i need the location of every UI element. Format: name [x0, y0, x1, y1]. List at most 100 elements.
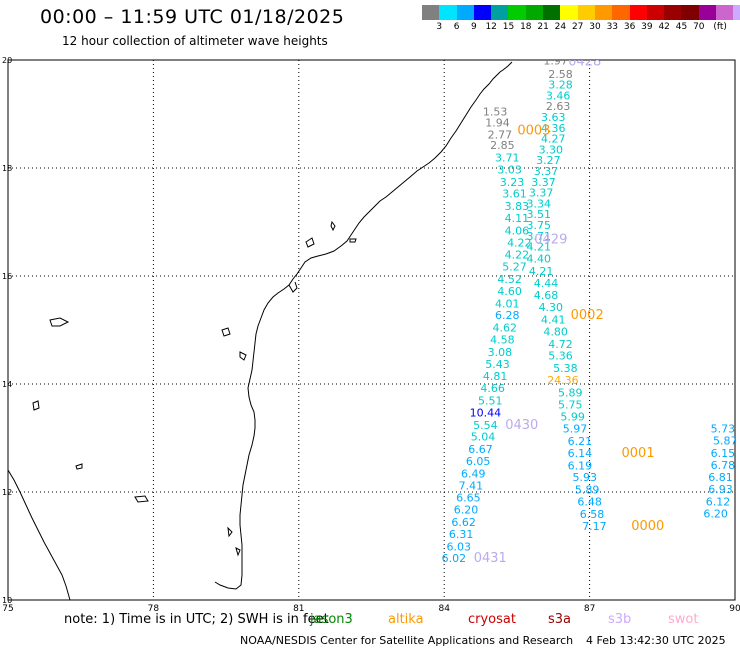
wave-height-value: 2.85 [490, 139, 515, 152]
wave-height-value: 5.36 [548, 350, 573, 363]
pass-time-label: 0001 [622, 446, 655, 461]
wave-height-value: 4.30 [539, 301, 564, 314]
pass-time-label: 0430 [505, 418, 538, 433]
island-11 [235, 547, 241, 557]
wave-height-value: 6.20 [454, 504, 479, 517]
island-1 [330, 220, 336, 232]
wave-height-value: 4.22 [505, 249, 530, 262]
wave-height-value: 5.54 [473, 419, 498, 432]
island-3 [349, 238, 357, 243]
wave-height-value: 4.44 [534, 277, 559, 290]
wave-height-value: 5.89 [558, 386, 583, 399]
color-swatch [716, 5, 734, 20]
color-swatch [491, 5, 509, 20]
wave-height-value: 6.19 [568, 459, 593, 472]
wave-height-value: 6.81 [708, 471, 733, 484]
wave-height-value: 3.37 [531, 176, 556, 189]
color-scale-label: 15 [502, 22, 515, 32]
wave-height-value: 3.51 [526, 208, 551, 221]
color-scale-label: 42 [658, 22, 670, 32]
wave-height-value: 3.37 [534, 165, 559, 178]
coastline-godavari-spit [288, 281, 298, 293]
wave-height-value: 6.62 [451, 516, 476, 529]
color-swatch [525, 5, 544, 20]
color-swatch [577, 5, 595, 20]
island-2 [305, 237, 315, 248]
wave-height-value: 3.63 [541, 111, 566, 124]
wave-height-value: 1.94 [485, 116, 510, 129]
wave-height-value: 7.17 [582, 520, 607, 533]
color-swatch [646, 5, 665, 20]
wave-height-value: 5.87 [713, 434, 738, 447]
wave-height-value: 24.36 [547, 374, 579, 387]
wave-height-value: 5.89 [575, 484, 600, 497]
color-swatch [543, 5, 561, 20]
wave-height-value: 4.21 [529, 265, 554, 278]
color-scale-label: 21 [537, 22, 549, 32]
color-swatch [456, 5, 474, 20]
wave-height-value: 6.14 [568, 447, 593, 460]
island-4 [49, 317, 70, 327]
wave-height-value: 4.60 [497, 285, 522, 298]
x-tick-label: 75 [2, 604, 13, 614]
wave-height-value: 4.66 [480, 382, 505, 395]
color-scale-label: 24 [554, 22, 567, 32]
wave-height-value: 4.22 [507, 236, 532, 249]
page-subtitle: 12 hour collection of altimeter wave hei… [62, 34, 328, 48]
x-tick-label: 90 [729, 604, 740, 614]
wave-height-value: 3.30 [539, 143, 564, 156]
color-swatch [612, 5, 630, 20]
wave-height-value: 5.99 [560, 411, 585, 424]
wave-height-value: 4.01 [495, 297, 520, 310]
color-scale-label: 18 [520, 22, 532, 32]
x-tick-label: 84 [438, 604, 450, 614]
pass-time-labels: 0428 0003 0429 0002 0430 0001 0000 0431 [474, 54, 665, 566]
wave-height-value: 6.67 [468, 443, 493, 456]
wave-height-value: 3.61 [502, 188, 527, 201]
wave-height-value: 6.05 [466, 455, 491, 468]
map-frame [7, 59, 736, 601]
island-5 [221, 327, 231, 337]
wave-height-value: 4.72 [548, 338, 573, 351]
wave-height-value: 3.71 [526, 230, 551, 243]
color-scale-label: 33 [606, 22, 619, 32]
wave-height-value: 6.15 [711, 447, 736, 460]
wave-height-value: 1.53 [483, 106, 508, 119]
y-tick-label: 10 [2, 596, 12, 605]
wave-height-value: 6.93 [708, 483, 733, 496]
color-swatch [594, 5, 613, 20]
legend-item-swot: swot [668, 612, 699, 627]
color-scale-label: 27 [571, 22, 584, 32]
wave-height-value: 5.93 [573, 471, 598, 484]
wave-height-value: 6.03 [446, 540, 471, 553]
pass-time-label: 0431 [474, 551, 507, 566]
wave-height-value: 4.62 [493, 322, 518, 335]
wave-height-value: 2.63 [546, 100, 571, 113]
wave-height-value: 4.68 [534, 289, 559, 302]
island-10 [227, 526, 233, 538]
color-scale-swatches [422, 5, 740, 20]
island-7 [32, 400, 40, 411]
color-swatch [422, 5, 440, 20]
color-swatch [629, 5, 647, 20]
wave-height-value: 4.06 [505, 224, 530, 237]
pass-time-label: 0003 [517, 124, 550, 139]
legend-item-cryosat: cryosat [468, 612, 516, 627]
wave-height-value: 6.48 [577, 496, 602, 509]
color-swatch [733, 5, 740, 20]
color-swatch [560, 5, 578, 20]
wave-height-value: 6.58 [580, 508, 605, 521]
wave-height-points: 1.972.583.283.462.633.634.364.273.303.27… [442, 60, 738, 565]
y-tick-label: 12 [2, 488, 12, 497]
page-title: 00:00 – 11:59 UTC 01/18/2025 [40, 6, 345, 28]
wave-height-value: 4.36 [541, 122, 566, 135]
wave-height-value: 4.41 [541, 314, 566, 327]
pass-time-label: 0428 [568, 54, 601, 69]
wave-height-value: 5.73 [711, 423, 736, 436]
wave-height-value: 2.58 [548, 68, 573, 81]
coastline-sri-lanka [8, 469, 71, 600]
legend-item-s3a: s3a [548, 612, 572, 627]
wave-height-value: 5.51 [478, 395, 503, 408]
wave-height-value: 5.43 [485, 358, 510, 371]
y-tick-label: 20 [2, 56, 12, 65]
